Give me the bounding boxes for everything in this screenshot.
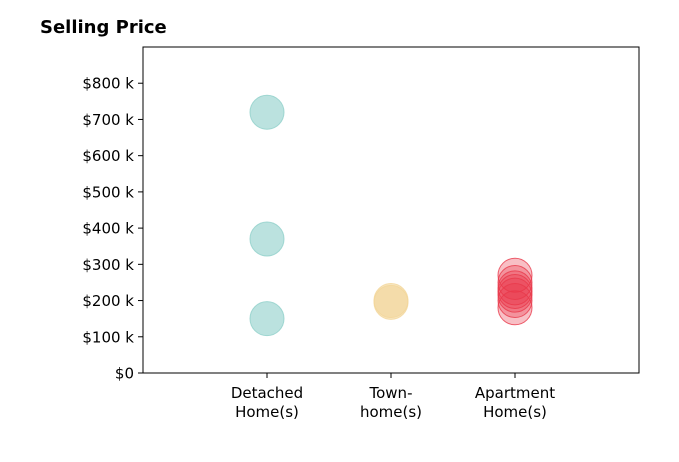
data-point [497, 290, 533, 326]
y-tick-label: $600 k [82, 147, 134, 165]
data-point [249, 301, 285, 337]
y-tick-label: $100 k [82, 328, 134, 346]
y-tick-label: $800 k [82, 75, 134, 93]
y-tick-label: $200 k [82, 292, 134, 310]
data-point [373, 284, 409, 320]
plot-frame [142, 46, 640, 374]
y-tick-label: $700 k [82, 111, 134, 129]
data-point [497, 283, 533, 319]
x-tick-label: Town-home(s) [360, 384, 422, 421]
y-tick-label: $500 k [82, 183, 134, 201]
data-point [497, 277, 533, 313]
y-tick-label: $300 k [82, 256, 134, 274]
data-point [497, 257, 533, 293]
y-tick-label: $400 k [82, 220, 134, 238]
y-tick-label: $0 [115, 365, 134, 383]
data-point [249, 221, 285, 257]
x-tick-label: Apartment Home(s) [475, 384, 555, 421]
x-tick-label: Detached Home(s) [231, 384, 303, 421]
data-point [249, 94, 285, 130]
data-point [497, 264, 533, 300]
chart-title: Selling Price [40, 17, 167, 38]
